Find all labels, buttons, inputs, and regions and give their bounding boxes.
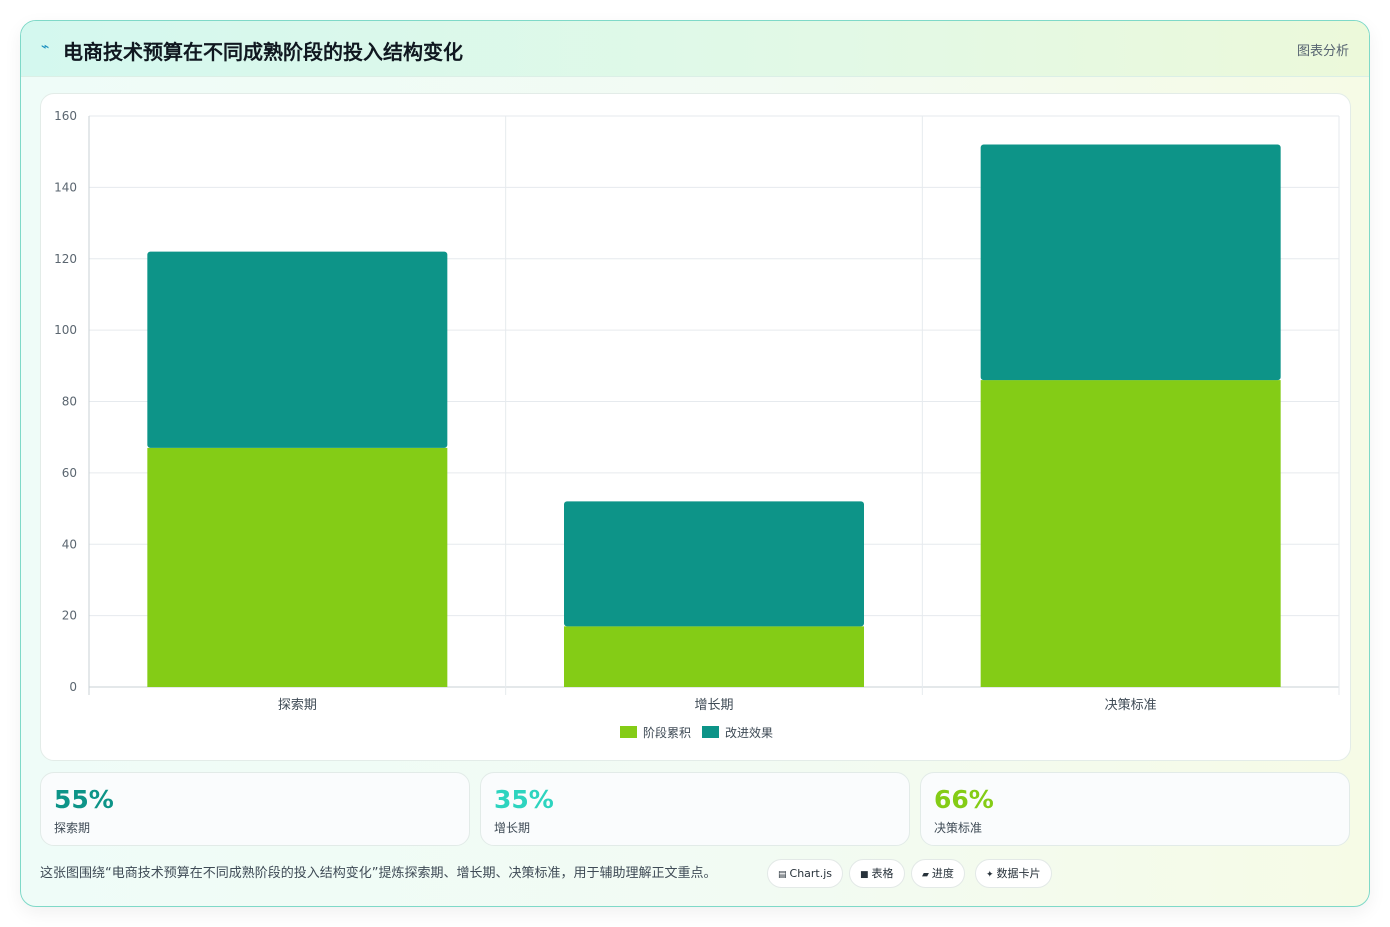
progress-icon: ▰ [922,870,929,880]
chart-panel: 0 20 40 60 80 100 120 140 160 探索期 增长期 决策标准阶段累积 改进效果 [40,93,1351,761]
x-tick-label: 决策标准 [1105,697,1157,713]
y-tick-label: 20 [62,609,77,623]
chip-data-card[interactable]: ✦ 数据卡片 [975,859,1052,888]
y-tick-label: 120 [54,252,77,266]
chip-label: 数据卡片 [996,867,1041,880]
bar-segment [564,501,864,627]
y-tick-label: 0 [69,680,77,694]
stat-value: 35% [494,785,554,814]
chip-label: 进度 [931,867,954,880]
legend-swatch [702,726,719,738]
y-tick-label: 100 [54,323,77,337]
stat-label: 决策标准 [934,821,983,835]
chip-progress[interactable]: ▰ 进度 [911,859,965,888]
chip-table[interactable]: ■ 表格 [849,859,905,888]
chip-chartjs[interactable]: ▤ Chart.js [767,859,844,888]
y-tick-label: 140 [54,180,77,194]
x-tick-label: 增长期 [694,698,733,713]
y-tick-label: 60 [62,466,77,480]
page-title: 电商技术预算在不同成熟阶段的投入结构变化 [63,40,463,64]
bar-segment [980,380,1281,687]
bar-segment [564,626,864,687]
chart-card: ⌁ 电商技术预算在不同成熟阶段的投入结构变化 图表分析 0 20 40 60 80 100… [20,20,1370,907]
chart-icon: ▤ [778,870,787,880]
header-tag: 图表分析 [1296,44,1349,59]
stat-value: 55% [54,785,114,814]
chart-line-icon: ⌁ [41,39,50,55]
legend-swatch [620,726,637,738]
footer-description: 这张图围绕“电商技术预算在不同成熟阶段的投入结构变化”提炼探索期、增长期、决策标… [40,866,717,881]
chip-label: Chart.js [789,867,833,880]
card-header: ⌁ 电商技术预算在不同成熟阶段的投入结构变化 图表分析 [21,21,1369,77]
legend-label: 阶段累积 [643,725,691,740]
sparkle-icon: ✦ [986,870,994,880]
stat-cards: 55% 探索期 35% 增长期 66% 决策标准 [40,772,1351,846]
table-icon: ■ [860,870,869,880]
chip-label: 表格 [871,867,894,880]
stat-card-1: 55% 探索期 [40,772,470,846]
y-tick-label: 80 [62,395,77,409]
bar-segment [147,447,448,687]
y-tick-label: 40 [62,537,77,551]
legend-label: 改进效果 [725,725,773,740]
bar-segment [147,251,448,448]
bar-segment [980,144,1281,381]
stat-card-3: 66% 决策标准 [920,772,1350,846]
stat-label: 探索期 [54,821,91,835]
y-tick-label: 160 [54,109,77,123]
stat-label: 增长期 [494,821,531,835]
stat-card-2: 35% 增长期 [480,772,910,846]
x-tick-label: 探索期 [278,698,317,713]
stat-value: 66% [934,785,994,814]
